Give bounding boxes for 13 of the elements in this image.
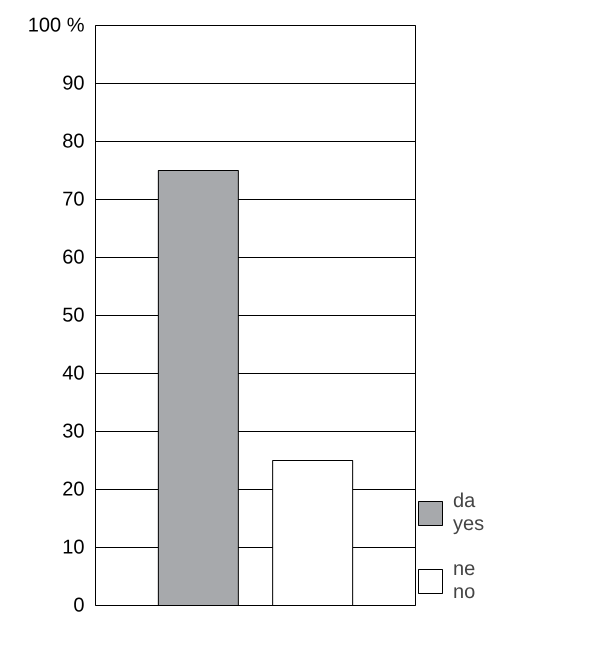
y-tick-label: 50 xyxy=(62,304,85,326)
legend-label: da yes xyxy=(453,489,486,537)
y-tick-label: 20 xyxy=(62,478,85,500)
y-tick-label: 30 xyxy=(62,420,85,442)
y-tick-label: 100 % xyxy=(28,14,85,36)
y-tick-label: 60 xyxy=(62,246,85,268)
legend-label: ne no xyxy=(453,557,476,605)
y-tick-label: 10 xyxy=(62,536,85,558)
y-tick-label: 80 xyxy=(62,130,85,152)
y-tick-label: 40 xyxy=(62,362,85,384)
y-tick-label: 90 xyxy=(62,72,85,94)
y-tick-label: 70 xyxy=(62,188,85,210)
y-tick-label: 0 xyxy=(73,594,84,616)
